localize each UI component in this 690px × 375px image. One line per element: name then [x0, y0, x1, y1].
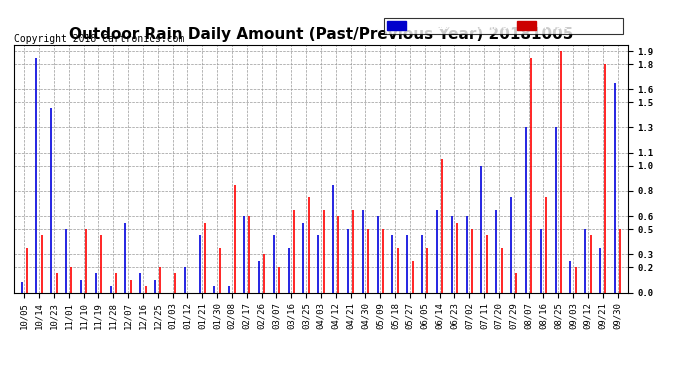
Legend: Previous (Inches), Past (Inches): Previous (Inches), Past (Inches): [384, 18, 623, 33]
Title: Outdoor Rain Daily Amount (Past/Previous Year) 20181005: Outdoor Rain Daily Amount (Past/Previous…: [69, 27, 573, 42]
Text: Copyright 2018 Cartronics.com: Copyright 2018 Cartronics.com: [14, 34, 184, 44]
